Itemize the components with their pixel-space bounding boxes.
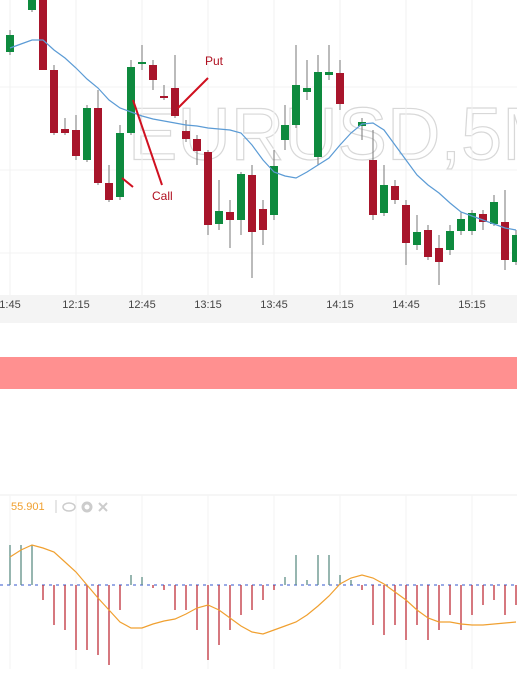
candle-body (479, 214, 487, 222)
signal-line (9, 544, 517, 635)
candle-body (336, 73, 344, 104)
x-tick-label: 14:45 (392, 299, 420, 311)
candle-body (457, 219, 465, 231)
x-tick-label: 12:15 (62, 299, 90, 311)
candle-body (402, 205, 410, 243)
moving-average (9, 39, 517, 231)
candle-body (28, 0, 36, 10)
candle-body (50, 70, 58, 133)
candle-body (204, 152, 212, 225)
candle-body (171, 88, 179, 116)
candle-body (314, 72, 322, 157)
candle-body (237, 174, 245, 220)
time-axis-band (0, 295, 517, 323)
candle-body (127, 67, 135, 133)
candle-body (391, 186, 399, 200)
x-tick-label: 13:15 (194, 299, 222, 311)
candle-body (6, 35, 14, 52)
candle-body (193, 139, 201, 151)
candle-body (149, 65, 157, 80)
close-icon[interactable] (98, 502, 108, 512)
gear-icon[interactable] (81, 501, 93, 513)
candle-body (446, 231, 454, 250)
annotation: Call (152, 189, 173, 203)
candle-body (435, 248, 443, 262)
candle-body (61, 129, 69, 133)
candle-body (83, 108, 91, 160)
x-tick-label: 1:45 (0, 299, 21, 311)
candle-body (369, 160, 377, 215)
candle-body (248, 175, 256, 232)
candle-body (182, 131, 190, 139)
call-arrow (121, 177, 134, 188)
x-tick-label: 14:15 (326, 299, 354, 311)
put-arrow (177, 77, 209, 109)
candle-body (413, 232, 421, 245)
candle-body (160, 96, 168, 98)
candle-body (94, 108, 102, 183)
candle-body (270, 166, 278, 215)
candle-body (292, 85, 300, 125)
candle-body (501, 222, 509, 260)
candle-body (105, 183, 113, 200)
candle-body (259, 209, 267, 230)
candle-body (72, 130, 80, 156)
indicator-icons[interactable] (62, 501, 108, 513)
candle-body (138, 62, 146, 64)
annotation: Put (205, 54, 224, 68)
eye-icon[interactable] (62, 502, 76, 512)
indicator-value: 55.901 (11, 501, 45, 513)
candle-body (39, 0, 47, 70)
candle-body (215, 211, 223, 224)
candle-body (424, 230, 432, 257)
candle-body (303, 88, 311, 92)
candle-body (490, 202, 498, 224)
candle-body (512, 235, 517, 262)
x-tick-label: 12:45 (128, 299, 156, 311)
candle-body (468, 213, 476, 231)
candle-body (281, 125, 289, 140)
divider-bar (0, 357, 517, 389)
candle-body (116, 133, 124, 197)
x-tick-label: 15:15 (458, 299, 486, 311)
candle-body (226, 212, 234, 220)
x-tick-label: 13:45 (260, 299, 288, 311)
call-arrow (132, 99, 163, 186)
candle-body (325, 72, 333, 75)
candle-body (380, 185, 388, 213)
